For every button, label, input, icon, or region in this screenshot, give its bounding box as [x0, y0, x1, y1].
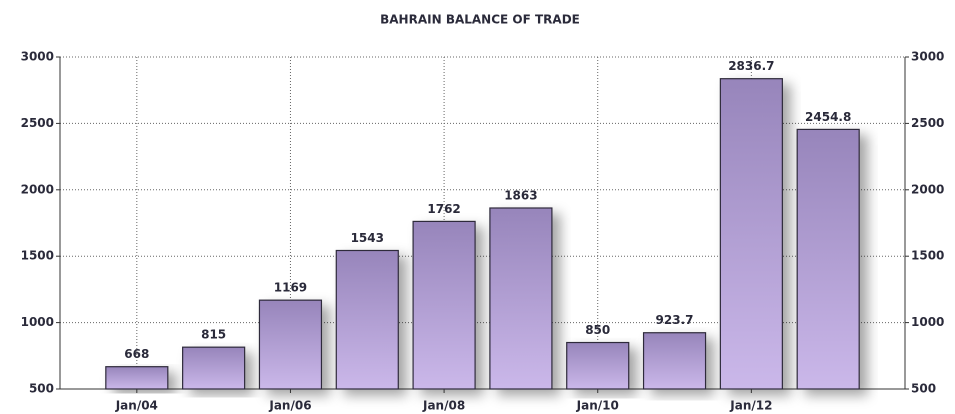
y-tick-label: 1500: [21, 249, 54, 263]
bar: [258, 299, 323, 390]
y-tick-label: 1000: [21, 315, 54, 329]
bar: [105, 366, 169, 390]
y-tick-label: 2500: [21, 116, 54, 130]
bar: [796, 128, 860, 390]
y2-tick-label: 2500: [911, 116, 944, 130]
data-label: 1543: [351, 231, 384, 245]
bar: [642, 332, 707, 390]
bar: [335, 249, 399, 390]
chart-title: BAHRAIN BALANCE OF TRADE: [380, 13, 580, 27]
y2-tick-label: 3000: [911, 50, 944, 64]
x-tick-label: Jan/08: [422, 399, 465, 413]
data-label: 1762: [427, 202, 460, 216]
data-label: 850: [585, 323, 610, 337]
bar: [719, 78, 783, 390]
y2-tick-label: 1000: [911, 315, 944, 329]
bar: [566, 341, 630, 390]
x-tick-label: Jan/04: [115, 399, 158, 413]
data-label: 1169: [274, 281, 307, 295]
y-tick-label: 500: [29, 382, 54, 396]
data-label: 2454.8: [805, 110, 851, 124]
x-tick-label: Jan/12: [729, 399, 772, 413]
x-tick-label: Jan/06: [268, 399, 311, 413]
data-label: 668: [124, 347, 149, 361]
x-tick-label: Jan/10: [576, 399, 619, 413]
y2-tick-label: 1500: [911, 249, 944, 263]
bar: [489, 207, 553, 390]
y2-tick-label: 500: [911, 382, 936, 396]
data-label: 923.7: [656, 313, 694, 327]
y-tick-label: 3000: [21, 50, 54, 64]
data-label: 2836.7: [728, 59, 774, 73]
bar: [412, 220, 476, 390]
data-label: 815: [201, 328, 226, 342]
data-label: 1863: [504, 188, 537, 202]
bar: [182, 346, 246, 390]
y2-tick-label: 2000: [911, 182, 944, 196]
y-tick-label: 2000: [21, 182, 54, 196]
